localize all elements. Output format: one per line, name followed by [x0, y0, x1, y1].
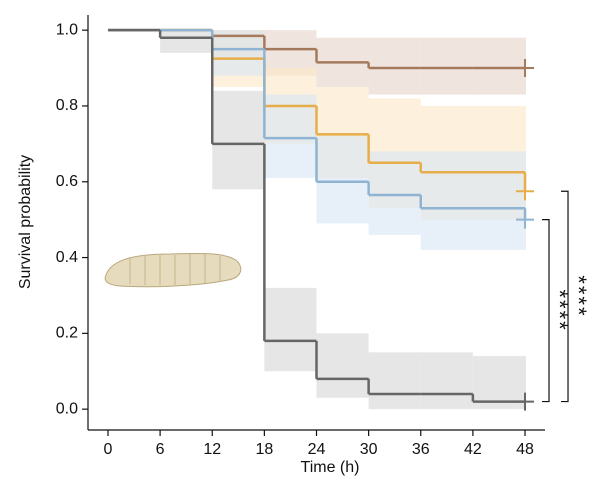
x-tick-label: 18 — [255, 441, 273, 458]
ci-band — [472, 356, 526, 410]
x-tick-label: 12 — [203, 441, 221, 458]
ci-band — [316, 136, 369, 224]
y-tick-label: 0.6 — [56, 173, 78, 190]
ci-band — [368, 352, 421, 410]
censor-mark — [516, 182, 535, 201]
censor-mark — [516, 392, 535, 411]
x-axis-label: Time (h) — [301, 459, 360, 476]
ci-band — [420, 151, 473, 250]
ci-band — [212, 30, 265, 76]
ci-band — [472, 151, 526, 250]
x-tick-label: 24 — [308, 441, 326, 458]
ci-band — [525, 151, 527, 250]
ci-band — [316, 333, 369, 398]
ci-band — [472, 37, 526, 95]
y-tick-label: 0.0 — [56, 400, 78, 417]
x-tick-label: 0 — [104, 441, 113, 458]
x-tick-label: 30 — [360, 441, 378, 458]
significance-bracket — [561, 190, 569, 403]
series — [107, 28, 535, 411]
ci-band — [264, 287, 317, 372]
ci-band — [420, 37, 473, 95]
significance-label: **** — [566, 275, 591, 317]
x-tick-label: 42 — [464, 441, 482, 458]
y-tick-label: 1.0 — [56, 21, 78, 38]
larva-icon — [104, 252, 242, 288]
significance-bracket — [542, 219, 550, 403]
ci-band — [160, 30, 213, 53]
ci-bands — [160, 30, 527, 410]
y-axis-label: Survival probability — [17, 155, 34, 289]
x-tick-label: 48 — [516, 441, 534, 458]
censor-mark — [516, 210, 535, 229]
y-tick-label: 0.8 — [56, 97, 78, 114]
y-tick-label: 0.4 — [56, 249, 78, 266]
ci-band — [368, 37, 421, 95]
ci-band — [212, 90, 265, 190]
ci-band — [525, 356, 527, 410]
ci-band — [420, 352, 473, 410]
x-tick-label: 36 — [412, 441, 430, 458]
ci-band — [368, 151, 421, 235]
y-tick-label: 0.2 — [56, 325, 78, 342]
ci-band — [264, 30, 317, 76]
x-tick-label: 6 — [156, 441, 165, 458]
ci-band — [264, 94, 317, 178]
censor-mark — [516, 59, 535, 78]
